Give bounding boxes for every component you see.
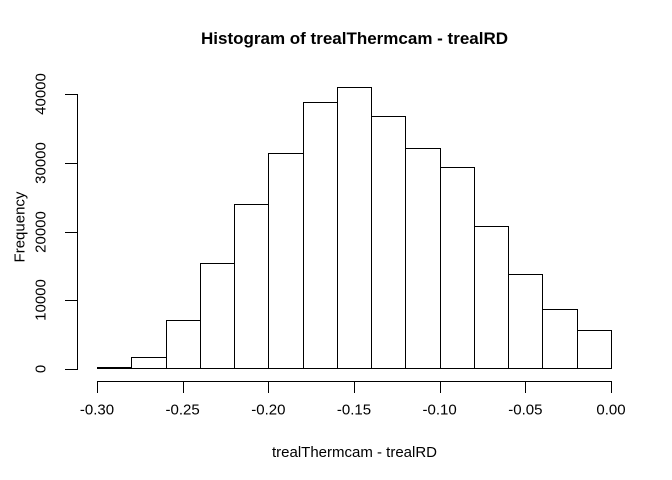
x-tick-label: -0.20 <box>251 401 286 419</box>
x-axis-tick <box>182 381 184 393</box>
histogram-bar <box>97 367 133 369</box>
x-axis-tick <box>97 381 98 393</box>
histogram-bar <box>576 329 612 369</box>
histogram-bar <box>439 166 475 369</box>
y-tick-label: 10000 <box>32 279 50 322</box>
histogram-bar <box>268 153 304 369</box>
x-tick-label: -0.10 <box>422 401 457 419</box>
histogram-bar <box>405 148 441 369</box>
x-tick-label: -0.05 <box>508 401 543 419</box>
y-axis-tick <box>65 162 77 164</box>
y-axis-tick <box>65 231 77 233</box>
x-axis-tick <box>525 381 527 393</box>
y-tick-label: 0 <box>32 364 50 374</box>
histogram-bar <box>508 274 544 369</box>
y-axis-title: Frequency <box>11 191 29 263</box>
y-axis-tick <box>65 94 77 95</box>
x-tick-label: -0.15 <box>336 401 372 419</box>
histogram-bar <box>371 116 407 369</box>
x-axis-tick <box>611 381 612 393</box>
y-axis-line <box>77 94 78 370</box>
histogram-bar <box>131 356 167 369</box>
y-tick-label: 20000 <box>32 210 50 253</box>
x-tick-label: -0.25 <box>165 401 200 419</box>
histogram-bar <box>473 226 510 369</box>
x-axis-tick <box>268 381 270 393</box>
chart-title: Histogram of trealThermcam - trealRD <box>200 29 509 48</box>
x-axis-tick <box>439 381 441 393</box>
x-axis-title: trealThermcam - trealRD <box>271 444 438 461</box>
histogram-bar <box>234 204 270 369</box>
histogram-bar <box>336 87 373 369</box>
y-tick-label: 40000 <box>32 73 50 115</box>
plot-area <box>97 87 612 369</box>
x-tick-label: -0.30 <box>79 401 115 419</box>
y-axis-tick <box>65 369 77 370</box>
x-axis-tick <box>354 381 355 393</box>
x-tick-label: 0.00 <box>596 401 626 419</box>
histogram-bar <box>302 101 338 369</box>
histogram-bar <box>199 263 236 369</box>
histogram-bar <box>542 309 578 369</box>
histogram-bar <box>165 319 201 369</box>
y-axis-tick <box>65 300 77 302</box>
y-tick-label: 30000 <box>32 141 50 184</box>
